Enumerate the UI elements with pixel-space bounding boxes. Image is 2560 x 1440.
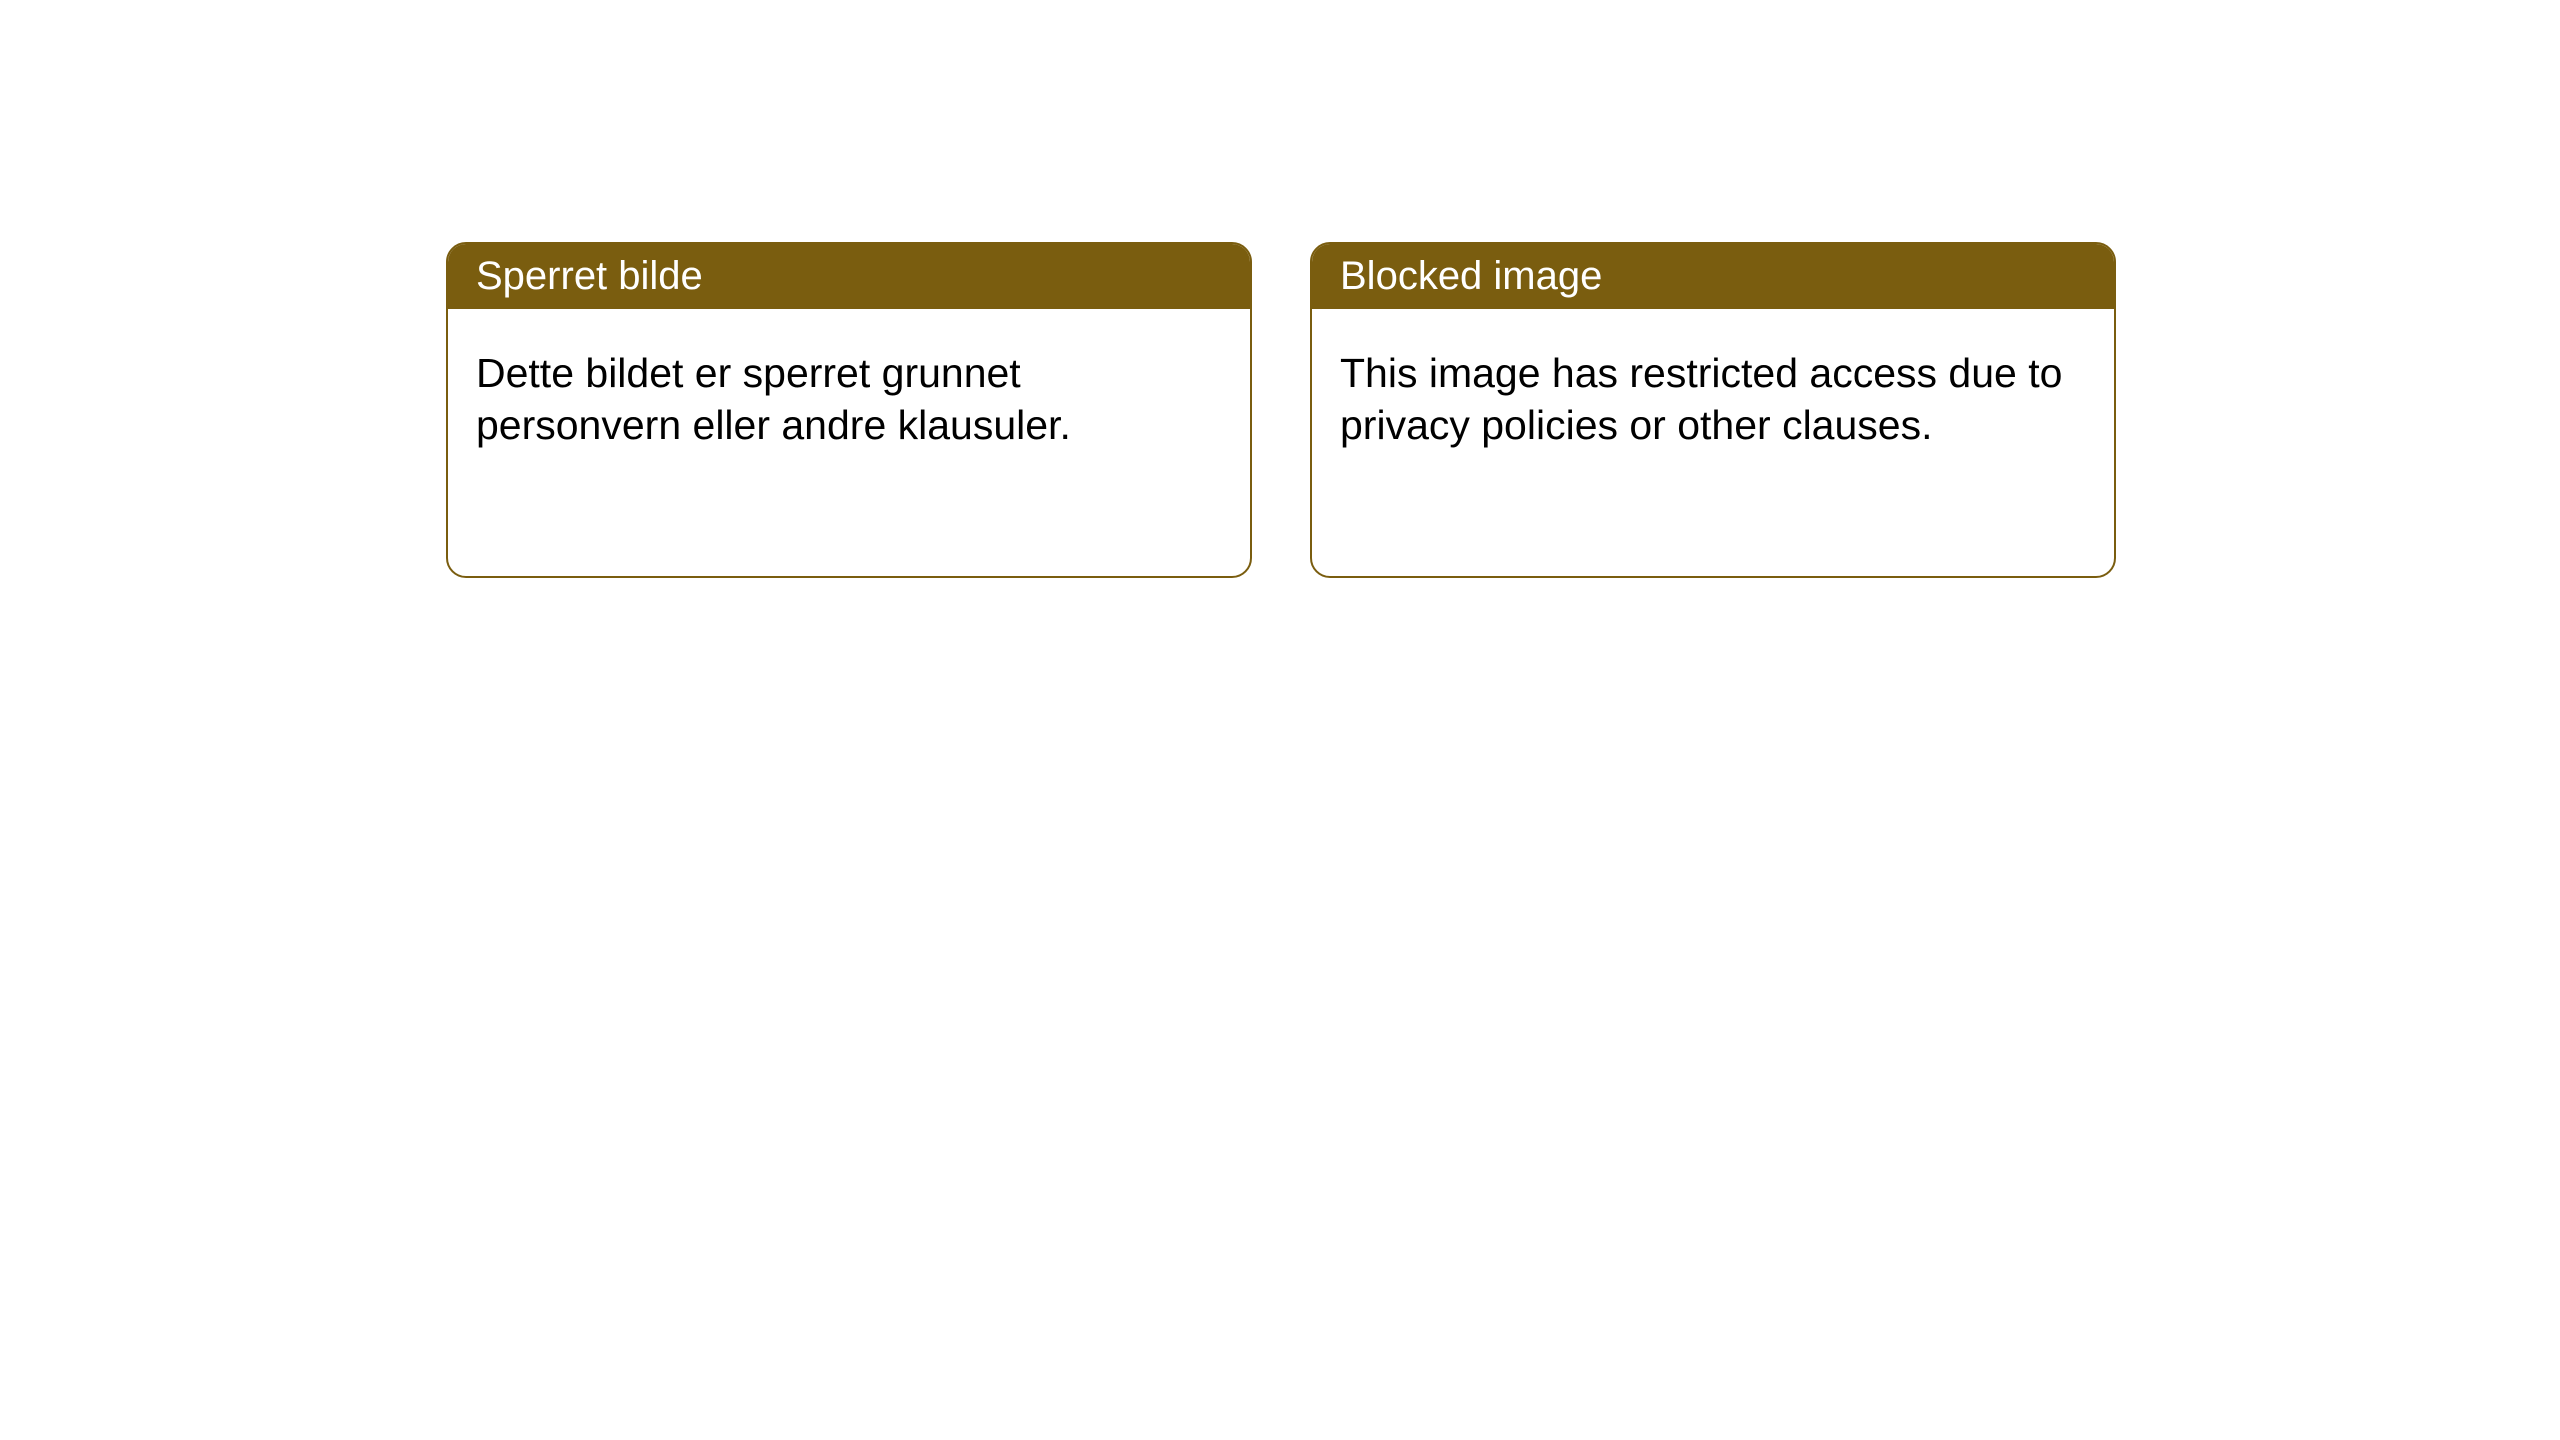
card-header: Blocked image — [1312, 244, 2114, 309]
notice-card-english: Blocked image This image has restricted … — [1310, 242, 2116, 578]
card-title: Blocked image — [1340, 254, 1602, 298]
card-body: Dette bildet er sperret grunnet personve… — [448, 309, 1250, 490]
notice-cards-container: Sperret bilde Dette bildet er sperret gr… — [0, 0, 2560, 578]
card-message: This image has restricted access due to … — [1340, 350, 2062, 448]
card-body: This image has restricted access due to … — [1312, 309, 2114, 490]
card-title: Sperret bilde — [476, 254, 703, 298]
notice-card-norwegian: Sperret bilde Dette bildet er sperret gr… — [446, 242, 1252, 578]
card-message: Dette bildet er sperret grunnet personve… — [476, 350, 1071, 448]
card-header: Sperret bilde — [448, 244, 1250, 309]
